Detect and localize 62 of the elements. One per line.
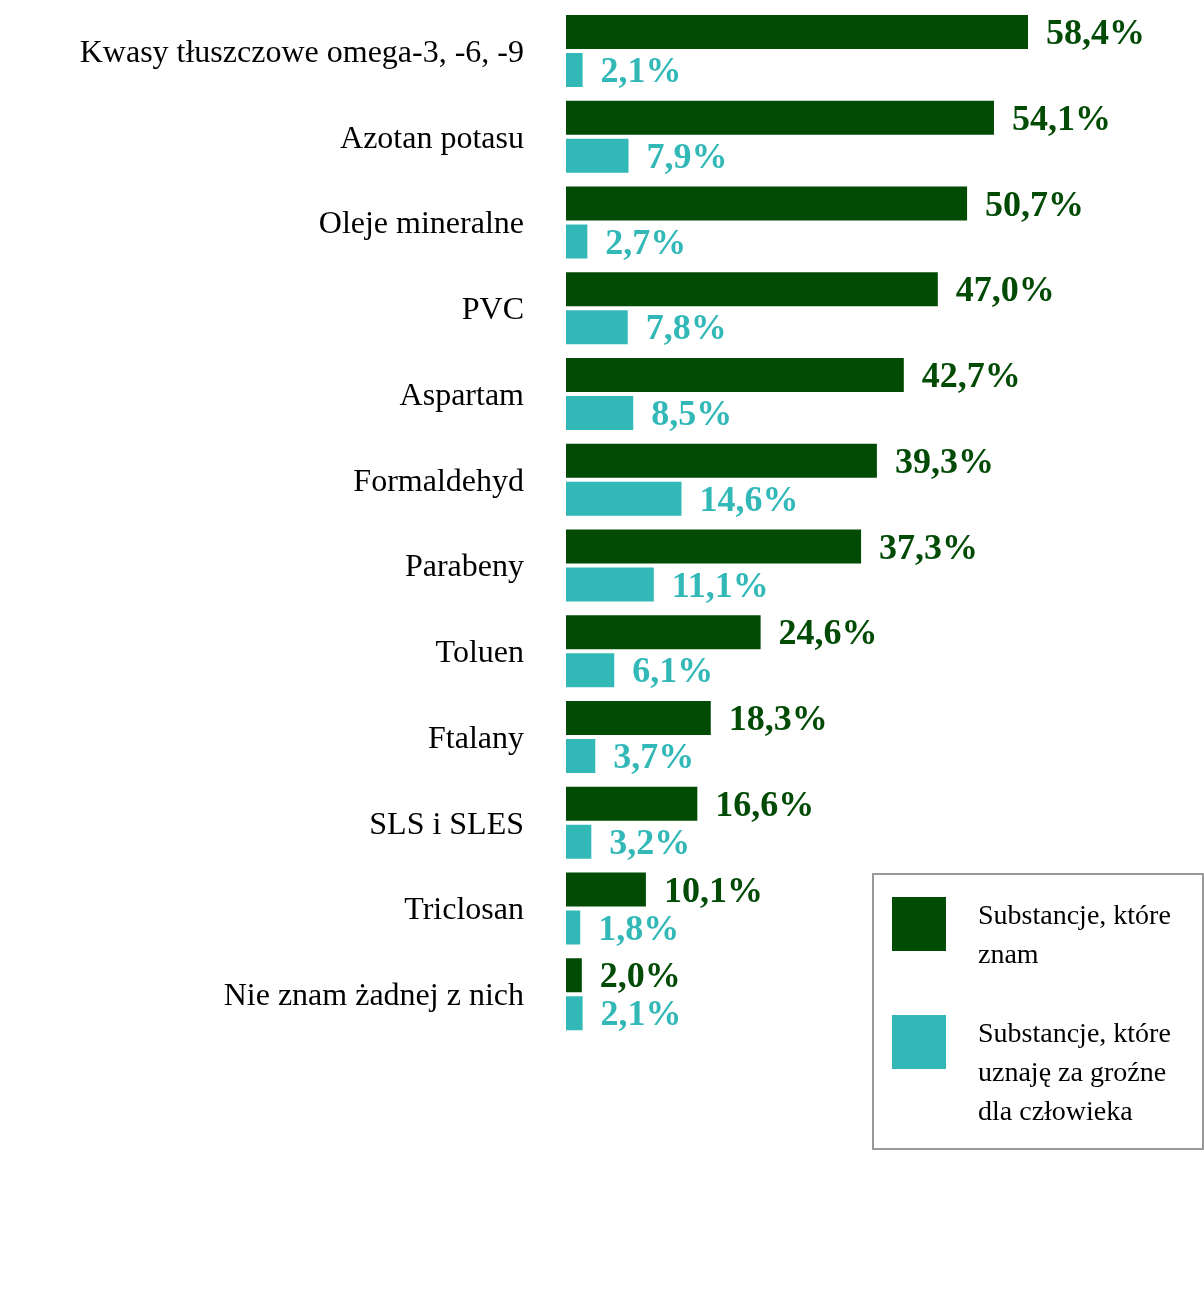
bar (566, 701, 711, 735)
data-label: 11,1% (671, 564, 769, 605)
bar (566, 958, 582, 993)
data-label: 2,7% (605, 221, 687, 262)
bar (566, 396, 634, 430)
y-tick-label: Aspartam (399, 375, 525, 412)
data-label: 24,6% (778, 612, 878, 653)
data-label: 7,8% (645, 307, 727, 348)
legend-label: Substancje, które znam (978, 898, 1172, 971)
data-label: 54,1% (1011, 97, 1111, 138)
legend-label: Substancje, które uznaję za groźne dla człowieka (978, 1016, 1172, 1128)
y-tick-label: SLS i SLES (369, 804, 524, 841)
data-label: 2,1% (600, 50, 682, 90)
data-label: 6,1% (632, 650, 714, 691)
data-label: 42,7% (921, 355, 1021, 395)
y-tick-label: PVC (461, 290, 524, 327)
bar (566, 53, 583, 87)
bar (566, 653, 615, 688)
y-tick-label: Toluen (435, 633, 524, 670)
y-tick-label: Nie znam żadnej z nich (223, 976, 524, 1013)
bar (566, 910, 581, 945)
bar (566, 186, 968, 221)
bar (566, 138, 629, 173)
data-label: 16,6% (715, 783, 815, 824)
y-tick-label: Triclosan (404, 890, 524, 927)
y-tick-label: Formaldehyd (353, 461, 524, 498)
bar (566, 786, 698, 821)
y-tick-label: Oleje mineralne (318, 204, 524, 241)
data-label: 47,0% (955, 269, 1055, 310)
y-tick-label: Parabeny (404, 547, 524, 584)
data-label: 14,6% (699, 478, 799, 519)
data-label: 3,7% (613, 736, 695, 776)
bar (566, 310, 628, 345)
data-label: 2,0% (599, 955, 681, 996)
bar (566, 739, 596, 773)
data-label: 10,1% (663, 869, 763, 910)
data-label: 50,7% (985, 183, 1085, 224)
bar (566, 15, 1028, 49)
bar (566, 824, 592, 859)
bar (566, 100, 994, 135)
data-label: 8,5% (651, 393, 733, 433)
y-tick-label: Kwasy tłuszczowe omega-3, -6, -9 (79, 32, 524, 69)
bar (566, 272, 938, 307)
y-tick-label: Ftalany (428, 718, 524, 755)
bar (566, 224, 588, 259)
bar (566, 358, 904, 392)
bar (566, 529, 862, 564)
bar (566, 443, 877, 478)
y-tick-label: Azotan potasu (340, 118, 524, 155)
data-label: 7,9% (646, 135, 728, 176)
data-label: 1,8% (598, 907, 680, 948)
bar (566, 481, 682, 516)
bar (566, 996, 583, 1031)
data-label: 18,3% (728, 698, 828, 738)
data-label: 39,3% (894, 440, 994, 481)
bar (566, 872, 646, 907)
data-label: 58,4% (1046, 12, 1145, 52)
data-label: 37,3% (879, 526, 979, 567)
data-label: 2,1% (600, 993, 682, 1034)
data-label: 3,2% (609, 821, 691, 862)
bar (566, 567, 654, 602)
bar (566, 615, 761, 650)
